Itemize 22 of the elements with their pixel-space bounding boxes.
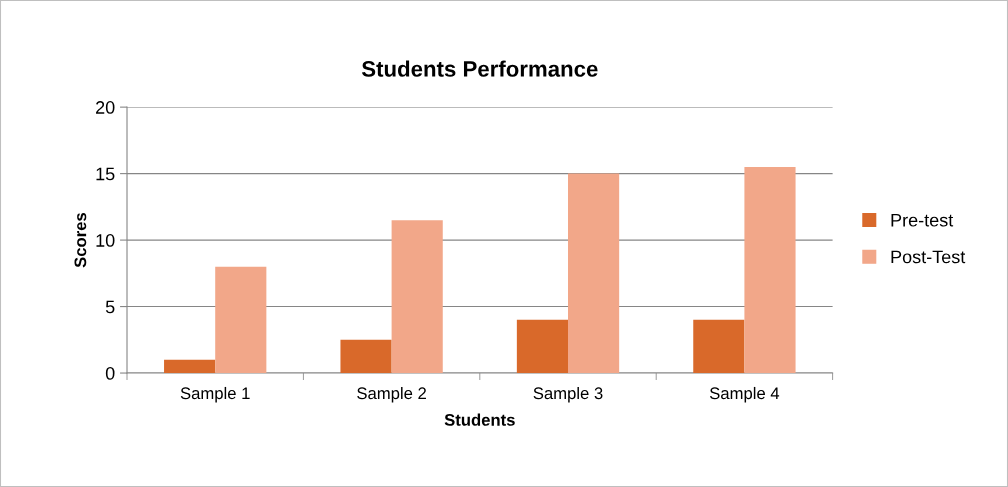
chart-title: Students Performance xyxy=(361,60,598,77)
x-tick-label: Sample 1 xyxy=(180,386,250,403)
y-tick-label: 15 xyxy=(96,167,115,181)
y-tick-label: 10 xyxy=(96,234,115,247)
bar xyxy=(744,166,796,374)
x-tick-label: Sample 2 xyxy=(357,386,426,403)
bar xyxy=(164,359,216,374)
legend-label: Pre-test xyxy=(891,213,954,227)
x-axis-title: Students xyxy=(444,413,515,426)
y-tick-label: 5 xyxy=(105,300,115,314)
bar xyxy=(391,220,443,374)
bar xyxy=(340,339,392,374)
y-tick-label: 0 xyxy=(105,366,115,380)
y-tick-label: 20 xyxy=(96,101,115,114)
x-tick-label: Sample 3 xyxy=(533,386,603,403)
bar xyxy=(568,173,620,374)
legend-label: Post-Test xyxy=(891,250,966,264)
y-axis-title: Scores xyxy=(74,212,87,268)
bar xyxy=(693,319,745,374)
bar xyxy=(215,266,267,374)
bar xyxy=(516,319,569,374)
x-tick-label: Sample 4 xyxy=(709,386,780,403)
